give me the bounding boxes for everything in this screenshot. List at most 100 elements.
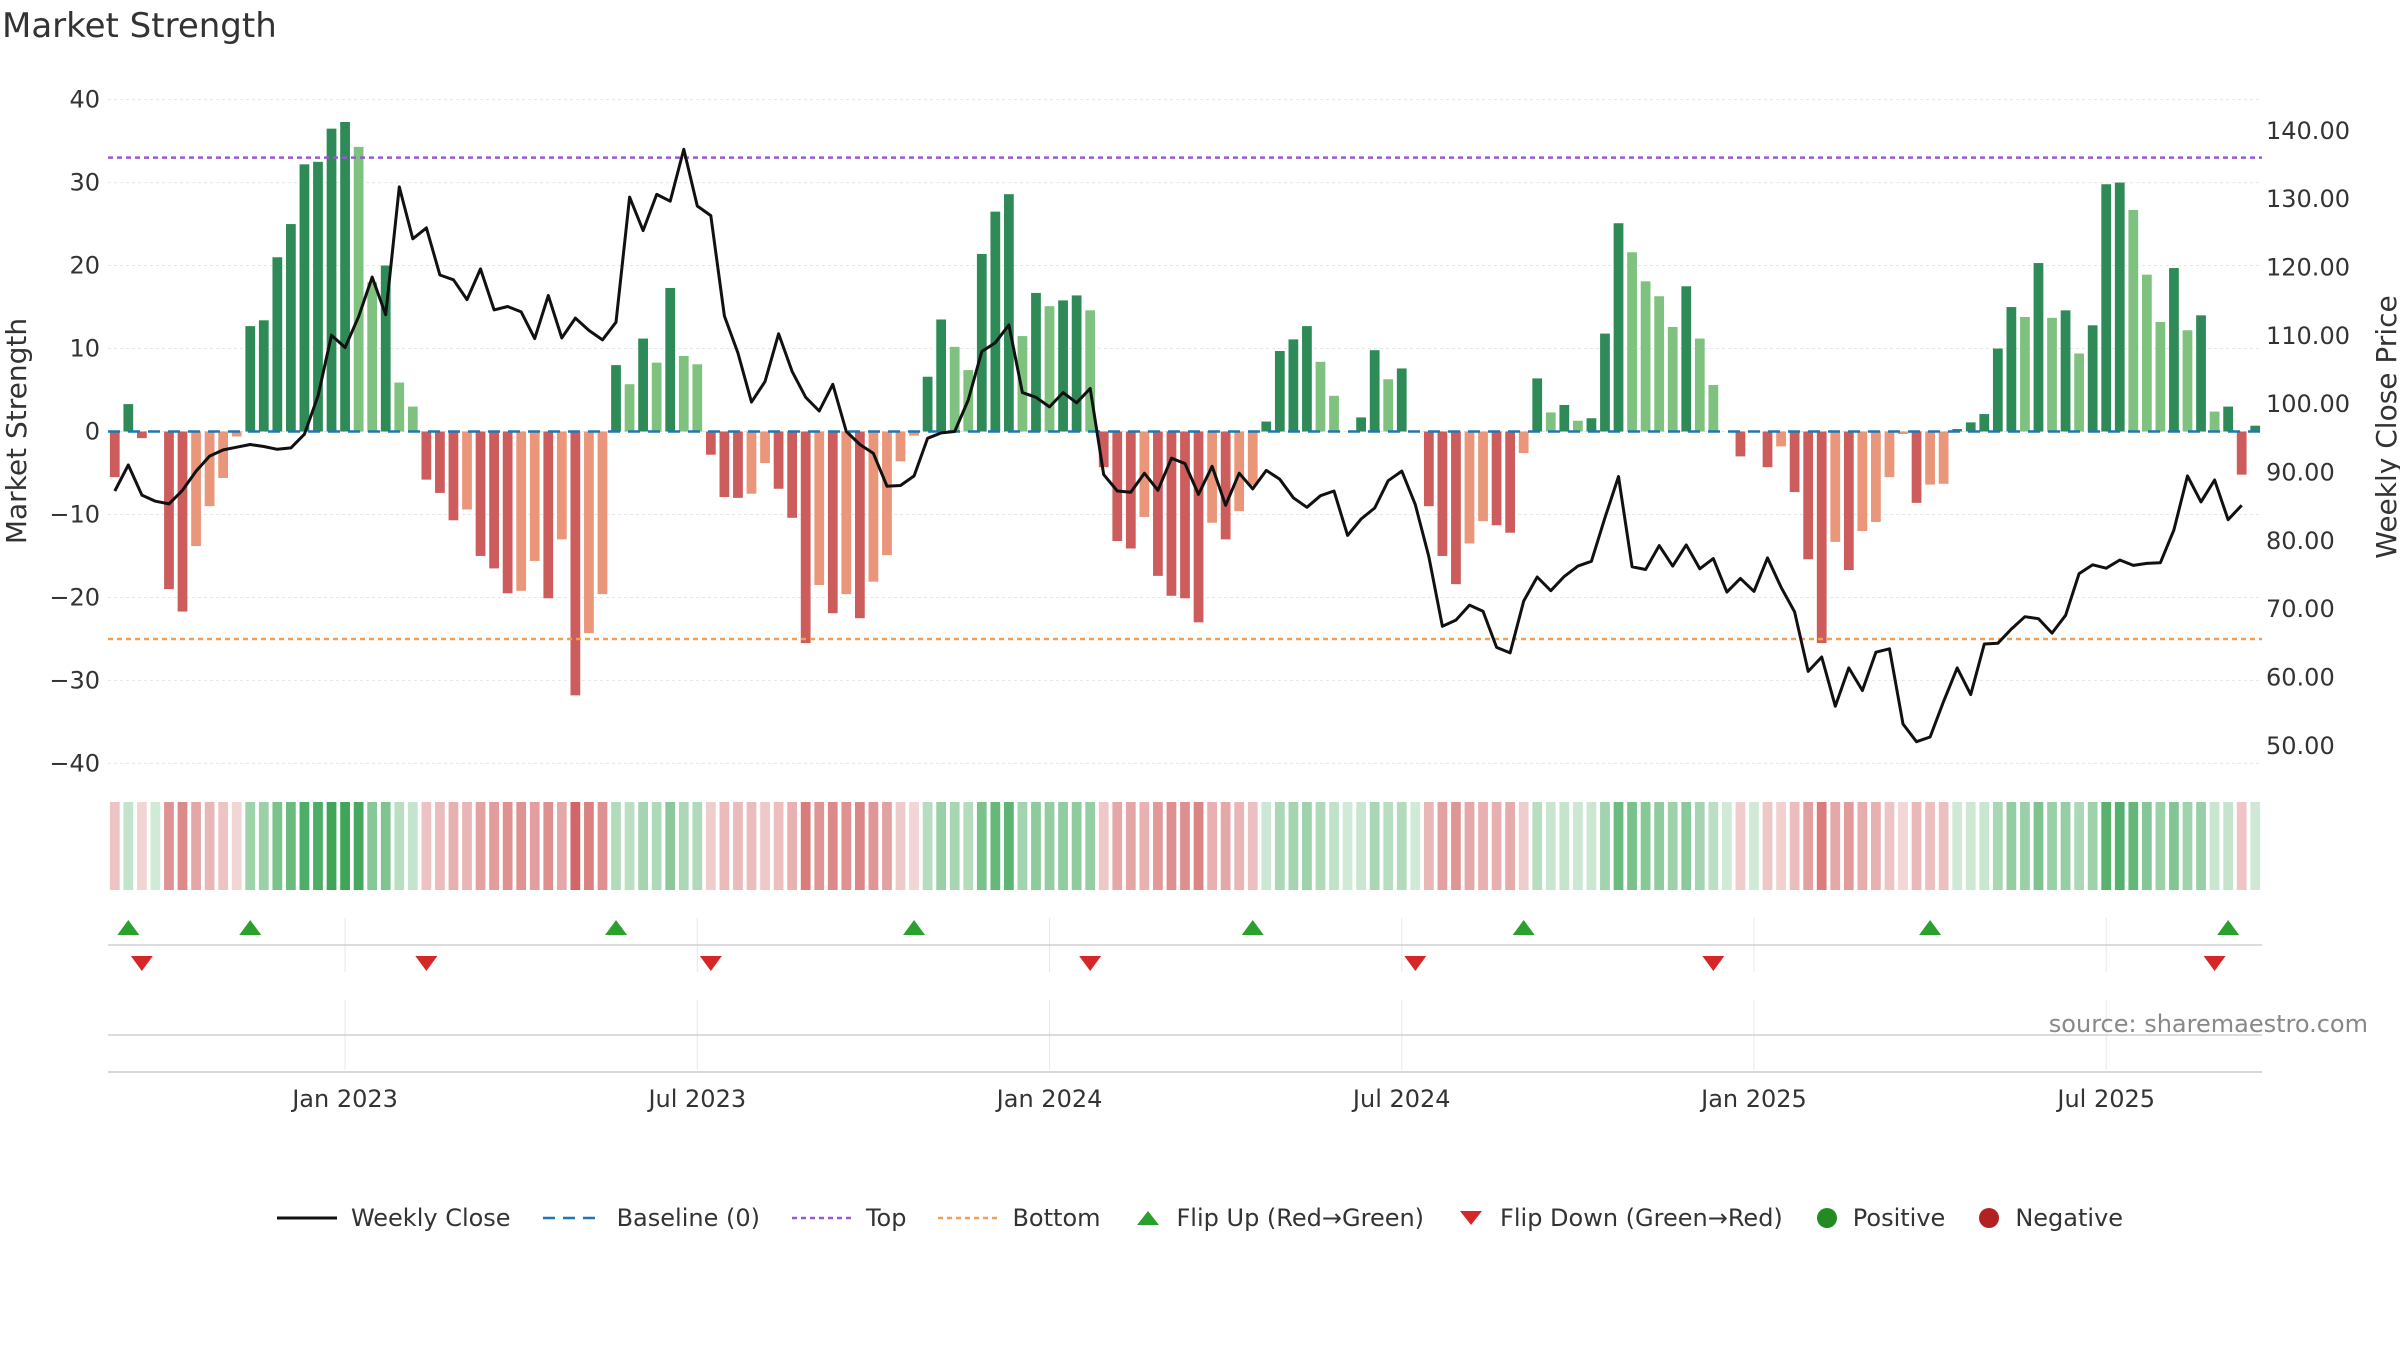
strength-bar <box>326 128 337 432</box>
strength-bar <box>353 146 364 432</box>
strength-bar <box>2006 307 2017 432</box>
strength-bar <box>611 365 621 432</box>
heat-cell <box>1681 802 1692 890</box>
strength-bar <box>882 431 892 556</box>
strength-bar <box>1654 296 1665 432</box>
strength-bar <box>949 346 960 432</box>
heat-cell <box>2209 802 2220 890</box>
legend-item-bottom: Bottom <box>938 1204 1101 1232</box>
heat-cell <box>489 802 499 890</box>
heat-cell <box>705 802 716 890</box>
heat-cell <box>1464 802 1475 890</box>
heat-cell <box>1586 802 1597 890</box>
legend-item-baseline: Baseline (0) <box>542 1204 760 1232</box>
strength-bars <box>109 121 2261 696</box>
strength-bar <box>1491 431 1502 526</box>
flip-up-marker <box>1512 920 1535 935</box>
strength-bar <box>1925 431 1935 485</box>
heat-cell <box>529 802 540 890</box>
strength-bar <box>367 282 378 432</box>
legend-label: Negative <box>2015 1204 2124 1232</box>
strength-bar <box>1329 395 1339 432</box>
strength-bar <box>692 364 703 432</box>
strength-bar <box>299 164 310 432</box>
heat-cell <box>340 802 350 890</box>
y2-tick-label: 90.00 <box>2266 459 2335 487</box>
y2-tick-label: 100.00 <box>2266 390 2350 418</box>
heat-cell <box>692 802 703 890</box>
heat-cell <box>1220 802 1231 890</box>
legend-swatch-flip_up <box>1136 1211 1159 1225</box>
heat-cell <box>421 802 432 890</box>
y-axis-title: Market Strength <box>0 318 33 544</box>
heat-cell <box>1302 802 1312 890</box>
close-line-layer <box>113 147 2243 744</box>
y2-tick-label: 140.00 <box>2266 117 2350 145</box>
legend-item-negative: Negative <box>1977 1204 2123 1232</box>
heat-cell <box>516 802 527 890</box>
strength-bar <box>678 355 689 432</box>
strength-bar <box>1207 431 1217 523</box>
strength-bar <box>340 121 350 432</box>
strength-bar <box>218 431 229 478</box>
heat-cell <box>1613 802 1624 890</box>
strength-bar <box>1369 350 1380 432</box>
heat-cell <box>1898 802 1908 890</box>
flip-up-marker <box>2217 920 2240 935</box>
strength-bar <box>1220 431 1231 540</box>
strength-bar <box>1979 414 1990 432</box>
heat-cell <box>787 802 798 890</box>
strength-bar <box>1694 338 1705 432</box>
flip-down-marker <box>1404 956 1427 971</box>
legend-item-top: Top <box>791 1204 906 1232</box>
strength-bar <box>1559 404 1570 432</box>
heat-cell <box>1274 802 1285 890</box>
strength-bar <box>2101 184 2112 432</box>
strength-bar <box>489 431 499 569</box>
heat-cell <box>1762 802 1773 890</box>
heat-cell <box>299 802 310 890</box>
heat-cell <box>1004 802 1014 890</box>
heat-cell <box>651 802 662 890</box>
heat-cell <box>1234 802 1245 890</box>
heat-cell <box>177 802 188 890</box>
strength-bar <box>1098 431 1109 468</box>
strength-bar <box>435 431 445 493</box>
strength-bar <box>1031 292 1041 432</box>
strength-bar <box>1478 431 1488 522</box>
legend-item-positive: Positive <box>1815 1204 1946 1232</box>
strength-bar <box>1288 339 1299 432</box>
strength-bar <box>1153 431 1163 576</box>
legend-label: Positive <box>1852 1204 1946 1232</box>
x-tick-label: Jul 2024 <box>1351 1085 1451 1113</box>
strength-bar <box>2196 315 2206 432</box>
heat-cell <box>800 802 811 890</box>
strength-bar <box>272 257 283 432</box>
heat-cell <box>2182 802 2193 890</box>
strength-bar <box>705 431 716 455</box>
strength-bar <box>1681 286 1692 432</box>
strength-bar <box>1180 431 1190 599</box>
strength-bar <box>1234 431 1245 512</box>
heat-cell <box>164 802 174 890</box>
strength-bar <box>1586 418 1597 432</box>
legend-swatch-bottom <box>938 1216 999 1220</box>
heat-cell <box>2250 802 2261 890</box>
heat-cell <box>1600 802 1610 890</box>
y2-tick-label: 50.00 <box>2266 732 2335 760</box>
y2-tick-label: 130.00 <box>2266 185 2350 213</box>
legend-swatch-top <box>791 1216 852 1220</box>
heat-cell <box>1031 802 1041 890</box>
strength-bar <box>841 431 852 595</box>
heat-cell <box>2047 802 2057 890</box>
heat-cell <box>1952 802 1963 890</box>
heat-cell <box>2236 802 2247 890</box>
strength-bar <box>475 431 486 556</box>
strength-bar <box>2033 263 2044 432</box>
strength-bar <box>231 431 242 437</box>
heat-cell <box>1478 802 1488 890</box>
strength-bar <box>1884 431 1895 478</box>
heat-cell <box>990 802 1001 890</box>
strength-bar <box>1193 431 1204 623</box>
x-tick-label: Jul 2025 <box>2055 1085 2155 1113</box>
